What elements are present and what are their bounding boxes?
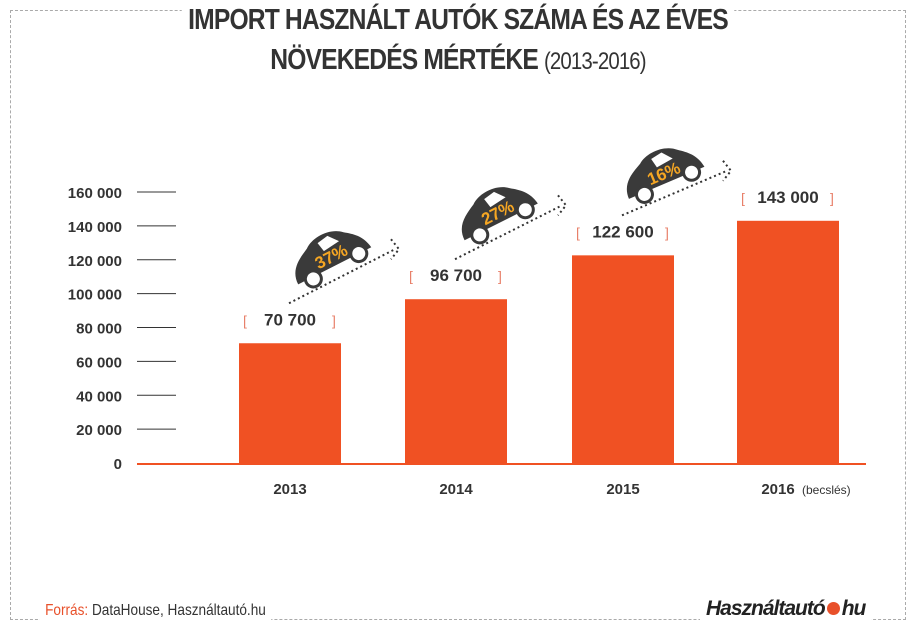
x-tick-label: 2013 [273,481,306,498]
bar-2014 [405,299,507,463]
chart-title-line1: IMPORT HASZNÁLT AUTÓK SZÁMA ÉS AZ ÉVES [69,4,848,37]
bracket-right: ] [498,268,502,284]
bar-2016 [737,220,839,463]
bracket-right: ] [665,224,669,240]
car-icon: 27% [461,187,538,245]
arrow-head [557,194,568,216]
y-tick-label: 80 000 [76,321,122,338]
bracket-left: [ [243,312,247,328]
logo: Használtautó hu [700,597,872,621]
y-tick-label: 60 000 [76,354,122,371]
y-tick-label: 100 000 [68,287,122,304]
value-label: 122 600 [592,222,653,241]
bar-2013 [239,343,341,463]
y-tick-label: 160 000 [68,185,122,202]
source-note: Forrás: DataHouse, Használtautó.hu [40,602,271,620]
dotted-arrow [621,169,728,217]
y-tick-label: 20 000 [76,422,122,439]
bracket-left: [ [741,190,745,206]
value-label: 96 700 [430,266,482,285]
chart-title-line2: NÖVEKEDÉS MÉRTÉKE (2013-2016) [69,44,848,77]
arrow-head [722,160,733,182]
car-icon: 37% [295,231,372,289]
x-tick-label: 2015 [606,481,639,498]
bracket-right: ] [830,190,834,206]
y-tick-label: 40 000 [76,388,122,405]
y-tick-label: 120 000 [68,253,122,270]
x-tick-label: 2014 [439,481,473,498]
bracket-right: ] [332,312,336,328]
bracket-left: [ [409,268,413,284]
y-tick-label: 0 [114,456,122,473]
bracket-left: [ [576,224,580,240]
value-label: 70 700 [264,310,316,329]
bar-2015 [572,255,674,463]
arrow-head [390,238,401,260]
title-text: NÖVEKEDÉS MÉRTÉKE [270,44,539,76]
value-label: 143 000 [757,188,818,207]
x-tick-label: 2016 [761,481,794,498]
y-tick-label: 140 000 [68,219,122,236]
car-icon: 16% [626,148,705,204]
x-tick-note: (becslés) [802,483,851,497]
title-years: (2013-2016) [543,48,647,75]
